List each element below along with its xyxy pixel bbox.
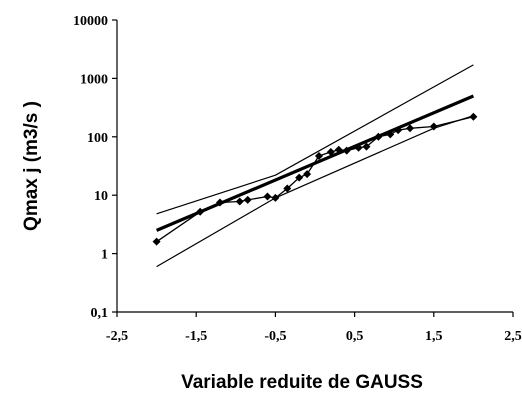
- data-point-marker: [362, 142, 371, 151]
- series-2-line: [156, 64, 474, 215]
- series-3-line: [156, 115, 474, 268]
- y-tick-label: 10: [94, 189, 108, 204]
- data-point-marker: [283, 184, 292, 193]
- data-point-marker: [152, 237, 161, 246]
- data-point-marker: [243, 195, 252, 204]
- y-tick-label: 1000: [80, 72, 108, 87]
- x-tick-label: 0,5: [346, 329, 364, 344]
- data-point-marker: [295, 173, 304, 182]
- x-tick-label: -0,5: [264, 329, 286, 344]
- series-1-line: [155, 94, 475, 232]
- y-axis-title: Qmax j (m3/s ): [21, 101, 42, 231]
- y-tick-label: 10000: [73, 14, 108, 29]
- data-point-marker: [263, 192, 272, 201]
- x-axis-title: Variable reduite de GAUSS: [181, 372, 423, 393]
- y-tick-label: 100: [87, 131, 108, 146]
- data-point-marker: [469, 112, 478, 121]
- x-ticks: -2,5 -1,5 -0,5 0,5 1,5 2,5: [106, 312, 522, 344]
- series-layer: [152, 64, 478, 268]
- data-point-marker: [429, 122, 438, 131]
- data-point-marker: [314, 151, 323, 160]
- y-tick-label: 0,1: [91, 306, 109, 321]
- data-point-marker: [303, 170, 312, 179]
- y-tick-label: 1: [101, 248, 108, 263]
- plot-area: [117, 20, 513, 312]
- x-tick-label: 1,5: [425, 329, 443, 344]
- x-tick-label: -1,5: [185, 329, 207, 344]
- x-tick-label: -2,5: [106, 329, 128, 344]
- data-point-marker: [406, 124, 415, 133]
- series-0-line: [156, 116, 474, 243]
- y-ticks: 0,1 1 10 100 1000 10000: [73, 14, 117, 321]
- data-point-marker: [235, 197, 244, 206]
- x-tick-label: 2,5: [504, 329, 522, 344]
